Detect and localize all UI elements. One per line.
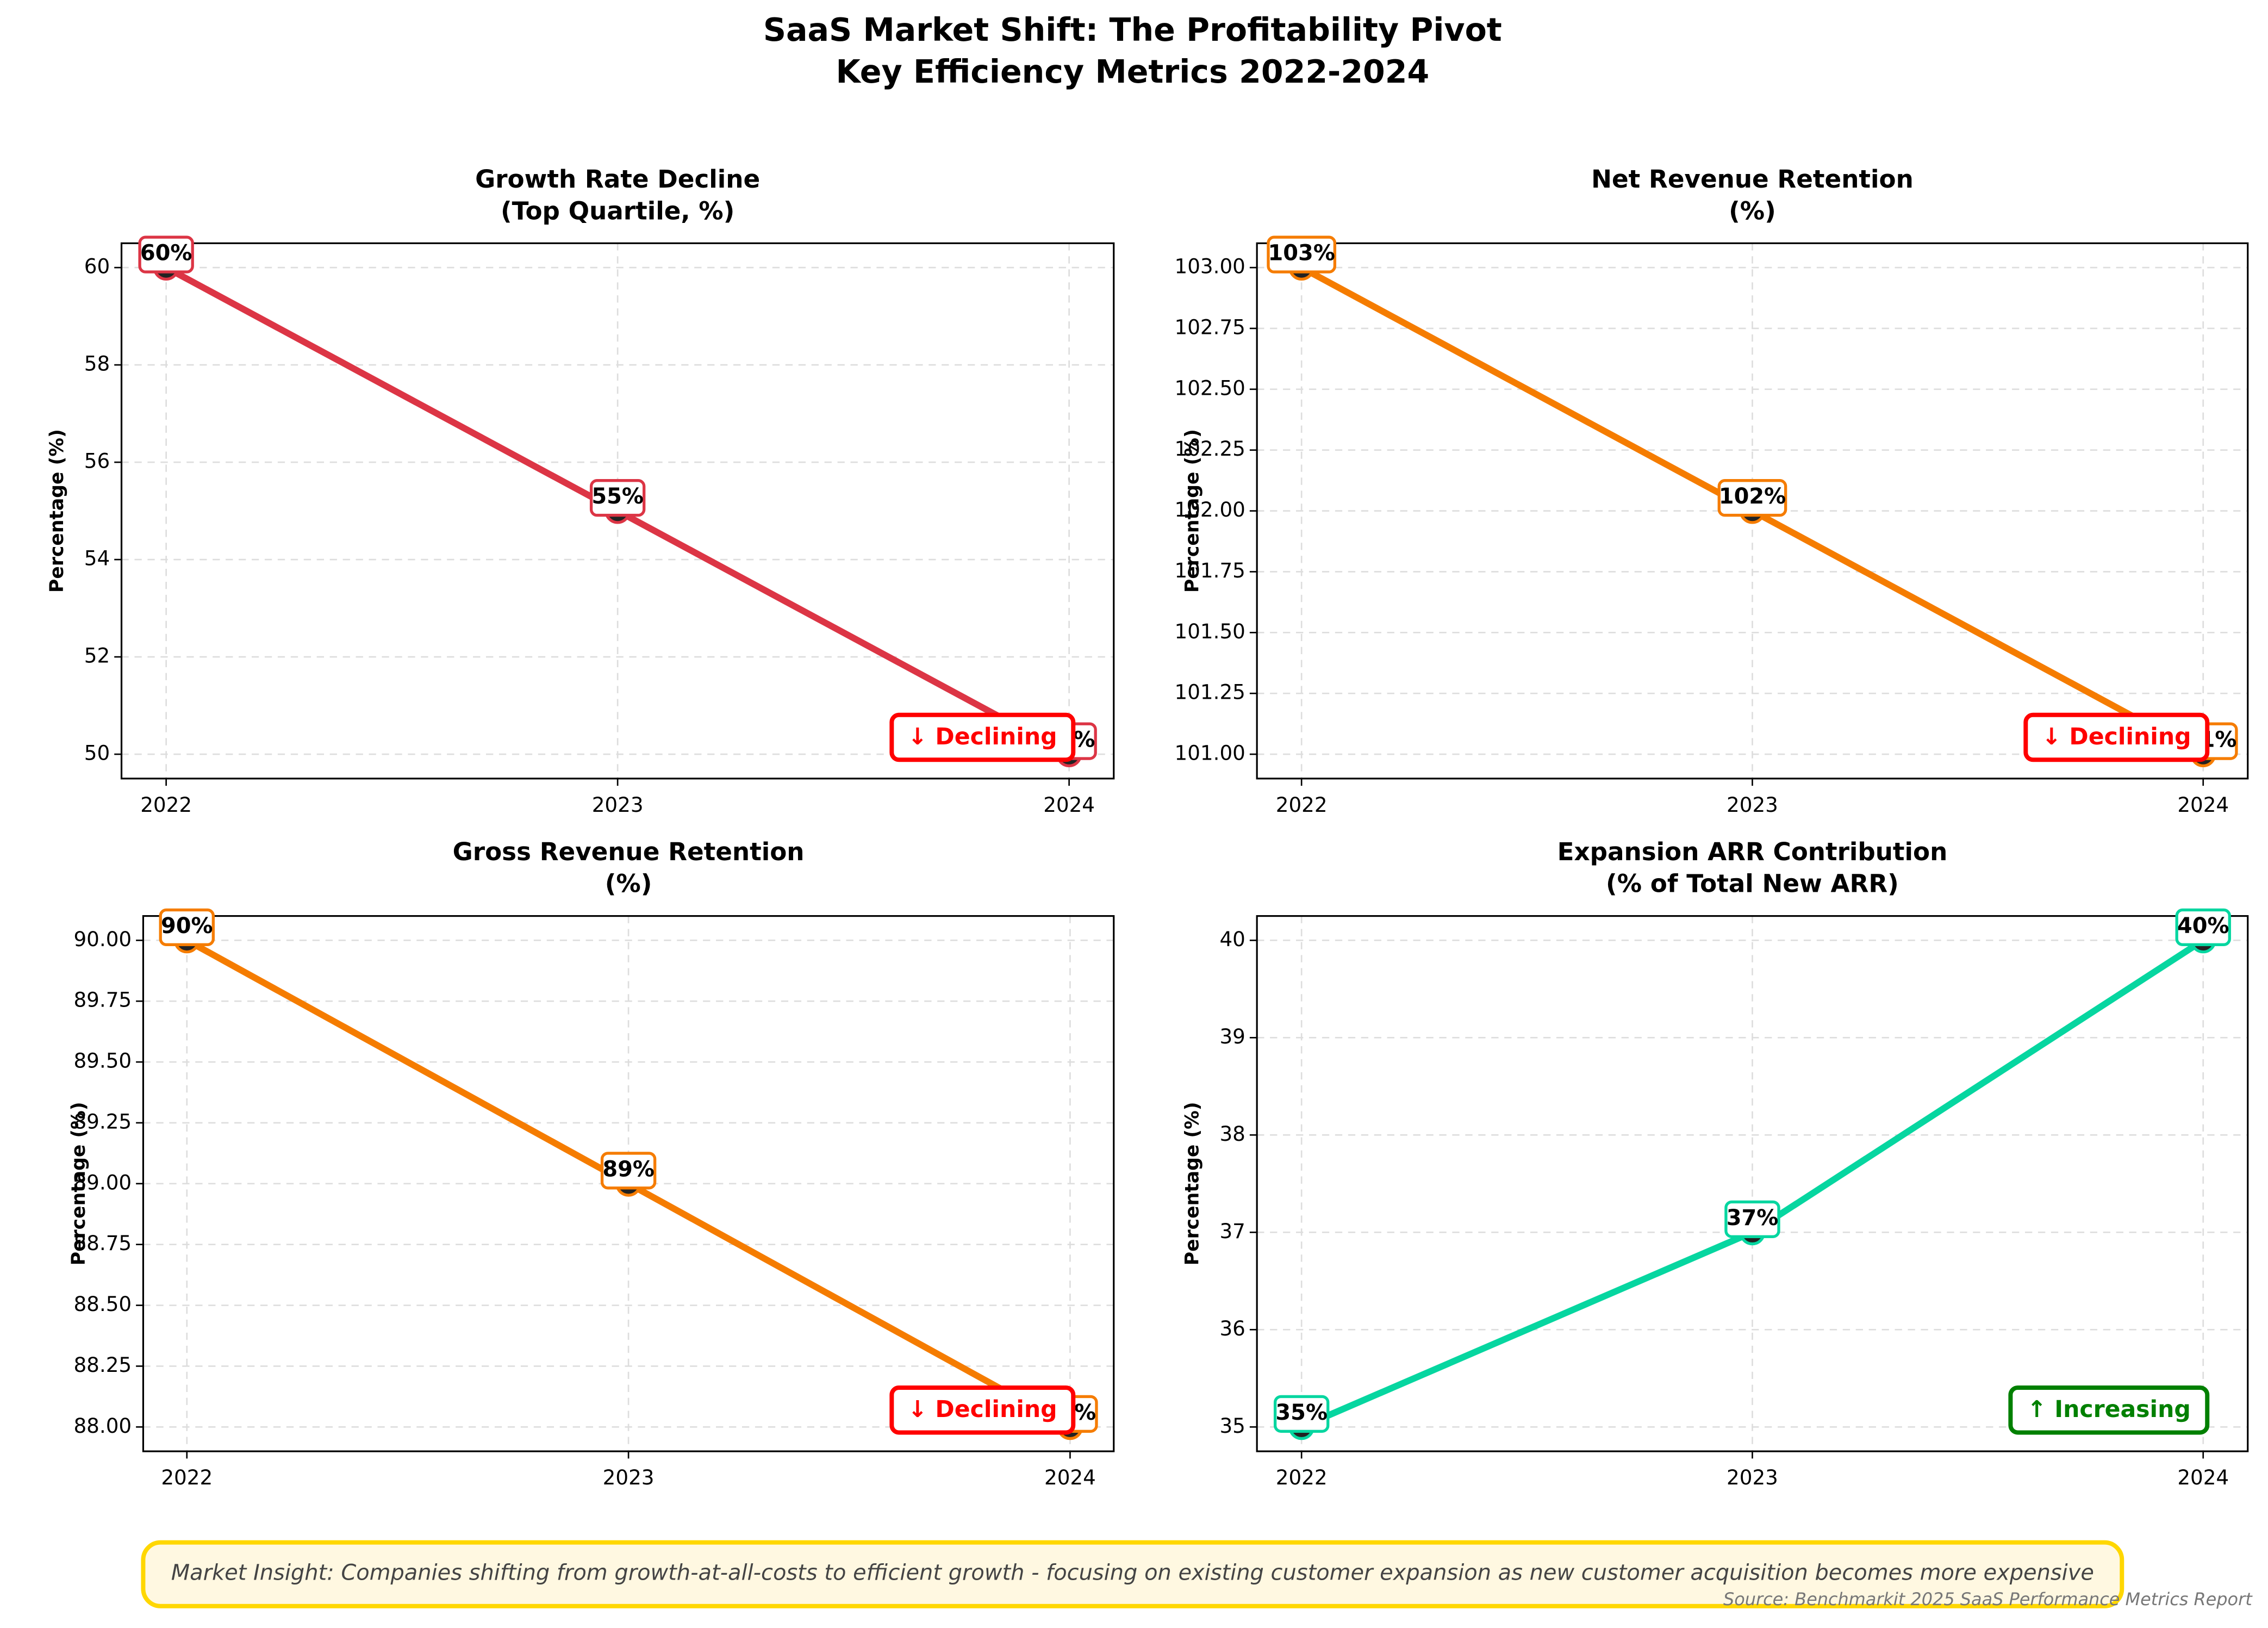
x-tick-label: 2024	[2177, 793, 2229, 817]
trend-label: ↑ Increasing	[2027, 1396, 2191, 1423]
subplot-title: Gross Revenue Retention	[453, 837, 805, 866]
y-tick-label: 52	[84, 644, 110, 668]
x-tick-label: 2022	[1276, 793, 1328, 817]
value-label: 35%	[1275, 1400, 1328, 1425]
value-label-box	[600, 1152, 657, 1190]
subplot-title: (Top Quartile, %)	[501, 196, 734, 225]
y-tick-label: 58	[84, 352, 110, 376]
trend-box	[889, 712, 1076, 762]
y-tick-label: 88.00	[73, 1414, 132, 1438]
x-tick-label: 2022	[1276, 1465, 1328, 1489]
x-tick-label: 2023	[1727, 793, 1778, 817]
value-label-box	[138, 235, 194, 274]
x-tick-label: 2022	[140, 793, 192, 817]
y-tick-label: 39	[1219, 1024, 1245, 1048]
y-tick-label: 40	[1219, 927, 1245, 951]
y-tick-label: 90.00	[73, 927, 132, 951]
trend-label: ↓ Declining	[908, 1396, 1057, 1423]
y-tick-label: 89.00	[73, 1170, 132, 1194]
value-label: 37%	[1727, 1206, 1779, 1231]
trend-box	[2008, 1385, 2210, 1435]
y-tick-label: 36	[1219, 1316, 1245, 1340]
y-axis-label: Percentage (%)	[46, 429, 68, 593]
plot-frame	[1256, 242, 2249, 780]
y-tick-label: 54	[84, 546, 110, 570]
y-tick-label: 88.75	[73, 1231, 132, 1255]
plot-frame	[120, 242, 1115, 780]
value-label-box	[1724, 1200, 1780, 1238]
x-tick-label: 2024	[2177, 1465, 2229, 1489]
y-tick-label: 35	[1219, 1414, 1245, 1438]
y-tick-label: 101.75	[1175, 558, 1245, 582]
y-tick-label: 88.25	[73, 1353, 132, 1377]
y-axis-label: Percentage (%)	[1182, 1102, 1204, 1265]
y-tick-label: 60	[84, 254, 110, 278]
insight-box	[141, 1540, 2124, 1608]
y-tick-label: 101.00	[1175, 741, 1245, 765]
y-tick-label: 102.75	[1175, 315, 1245, 339]
x-tick-label: 2024	[1043, 793, 1095, 817]
value-label: 89%	[602, 1157, 655, 1182]
y-axis-label: Percentage (%)	[68, 1102, 90, 1265]
y-tick-label: 89.50	[73, 1049, 132, 1073]
y-tick-label: 103.00	[1175, 254, 1245, 278]
y-tick-label: 102.25	[1175, 437, 1245, 461]
trend-label: ↓ Declining	[908, 723, 1057, 750]
value-label: 103%	[1268, 241, 1335, 266]
value-label-box	[1273, 1395, 1330, 1433]
value-label-box	[2175, 908, 2231, 946]
insight-text: Market Insight: Companies shifting from …	[171, 1561, 2094, 1586]
source-text: Source: Benchmarkit 2025 SaaS Performanc…	[1723, 1589, 2253, 1610]
value-label: 40%	[2177, 914, 2229, 939]
subplot-title: Expansion ARR Contribution	[1557, 837, 1948, 866]
figure-title: SaaS Market Shift: The Profitability Piv…	[763, 11, 1502, 48]
x-tick-label: 2024	[1044, 1465, 1096, 1489]
plot-frame	[142, 915, 1115, 1452]
subplot-title: Net Revenue Retention	[1591, 165, 1914, 194]
trend-label: ↓ Declining	[2042, 723, 2191, 750]
y-tick-label: 56	[84, 449, 110, 473]
figure-subtitle: Key Efficiency Metrics 2022-2024	[836, 53, 1429, 90]
x-tick-label: 2023	[592, 793, 644, 817]
value-label: 102%	[1719, 484, 1786, 509]
y-tick-label: 37	[1219, 1219, 1245, 1243]
y-tick-label: 89.75	[73, 988, 132, 1012]
subplot-title: Growth Rate Decline	[475, 165, 760, 194]
trend-box	[889, 1385, 1076, 1435]
x-tick-label: 2022	[161, 1465, 213, 1489]
trend-box	[2023, 712, 2210, 762]
x-tick-label: 2023	[603, 1465, 655, 1489]
y-tick-label: 89.25	[73, 1109, 132, 1133]
subplot-title: (%)	[1729, 196, 1776, 225]
subplot-title: (%)	[605, 869, 652, 898]
value-label-box	[159, 908, 215, 946]
y-tick-label: 38	[1219, 1122, 1245, 1146]
y-tick-label: 102.50	[1175, 376, 1245, 400]
value-label: 60%	[140, 241, 192, 266]
value-label-box	[1267, 235, 1337, 274]
value-label-box	[589, 479, 646, 517]
value-label: 55%	[591, 484, 644, 509]
x-tick-label: 2023	[1727, 1465, 1778, 1489]
y-tick-label: 50	[84, 741, 110, 765]
y-axis-label: Percentage (%)	[1182, 429, 1204, 593]
value-label: 90%	[161, 914, 213, 939]
y-tick-label: 101.25	[1175, 680, 1245, 704]
y-tick-label: 101.50	[1175, 619, 1245, 643]
y-tick-label: 102.00	[1175, 498, 1245, 521]
subplot-title: (% of Total New ARR)	[1606, 869, 1899, 898]
value-label-box	[1717, 479, 1787, 517]
y-tick-label: 88.50	[73, 1292, 132, 1316]
plot-frame	[1256, 915, 2249, 1452]
